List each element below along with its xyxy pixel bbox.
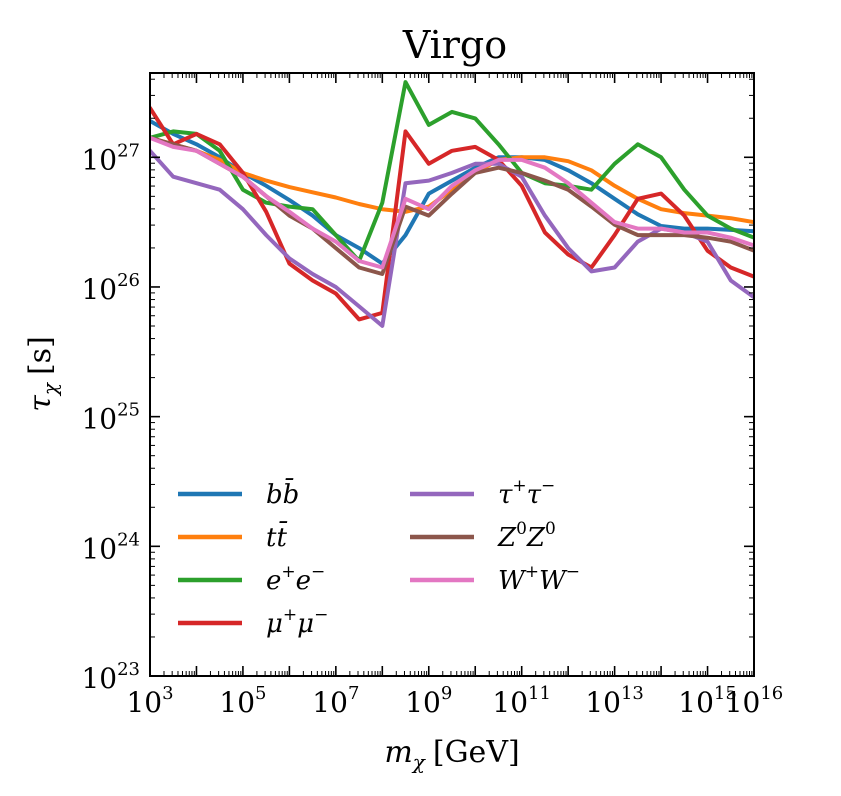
x-tick-label: 1015 (678, 683, 737, 719)
legend-entry: W+W− (410, 562, 580, 596)
legend-label: W+W− (498, 562, 580, 596)
y-axis-label: τχ [s] (23, 336, 62, 412)
legend-entry: τ+τ− (410, 476, 555, 510)
y-axis-unit: [s] (23, 336, 58, 375)
legend-label: Z0Z0 (497, 519, 556, 553)
y-tick-label: 1023 (81, 659, 140, 695)
legend-entry: tt̄ (178, 520, 288, 553)
legend-entry: Z0Z0 (410, 519, 556, 553)
legend-label: tt̄ (266, 520, 288, 553)
x-axis-subscript: χ (411, 750, 427, 774)
y-tick-labels: 1023 1024 1025 1026 1027 (81, 140, 140, 695)
y-tick-label: 1026 (81, 270, 140, 306)
legend-entry: e+e− (178, 562, 325, 596)
y-tick-label: 1027 (81, 140, 140, 176)
series-line--3 (150, 106, 754, 322)
x-tick-label: 1011 (492, 683, 551, 719)
series-line-ee-2 (150, 80, 754, 263)
series-line--4 (150, 148, 754, 328)
x-tick-label: 109 (405, 683, 452, 719)
legend: bb̄ tt̄ e+e− μ+μ− τ+τ− Z0Z0 W+W− (178, 476, 580, 639)
x-tick-label: 103 (126, 683, 173, 719)
series-layer (150, 80, 754, 328)
chart-title: Virgo (402, 23, 507, 67)
legend-entry: μ+μ− (178, 605, 328, 639)
legend-entry: bb̄ (178, 477, 299, 510)
y-tick-label: 1024 (81, 529, 140, 565)
series-line-ww-6 (150, 135, 754, 270)
x-tick-label: 107 (312, 683, 359, 719)
y-axis-symbol: τ (23, 395, 58, 412)
legend-label: e+e− (266, 562, 325, 596)
x-axis-symbol: m (384, 735, 412, 770)
plot-frame (149, 72, 755, 677)
legend-label: τ+τ− (498, 476, 555, 510)
legend-label: bb̄ (266, 477, 299, 510)
x-axis-unit: [GeV] (433, 735, 520, 770)
series-line-tt-1 (150, 135, 754, 225)
legend-label: μ+μ− (266, 605, 328, 639)
x-tick-label: 1016 (725, 683, 784, 719)
x-tick-label: 1013 (585, 683, 644, 719)
y-tick-label: 1025 (81, 400, 140, 436)
x-axis-label: mχ [GeV] (384, 735, 519, 774)
y-axis-subscript: χ (38, 381, 62, 397)
x-tick-label: 105 (219, 683, 266, 719)
